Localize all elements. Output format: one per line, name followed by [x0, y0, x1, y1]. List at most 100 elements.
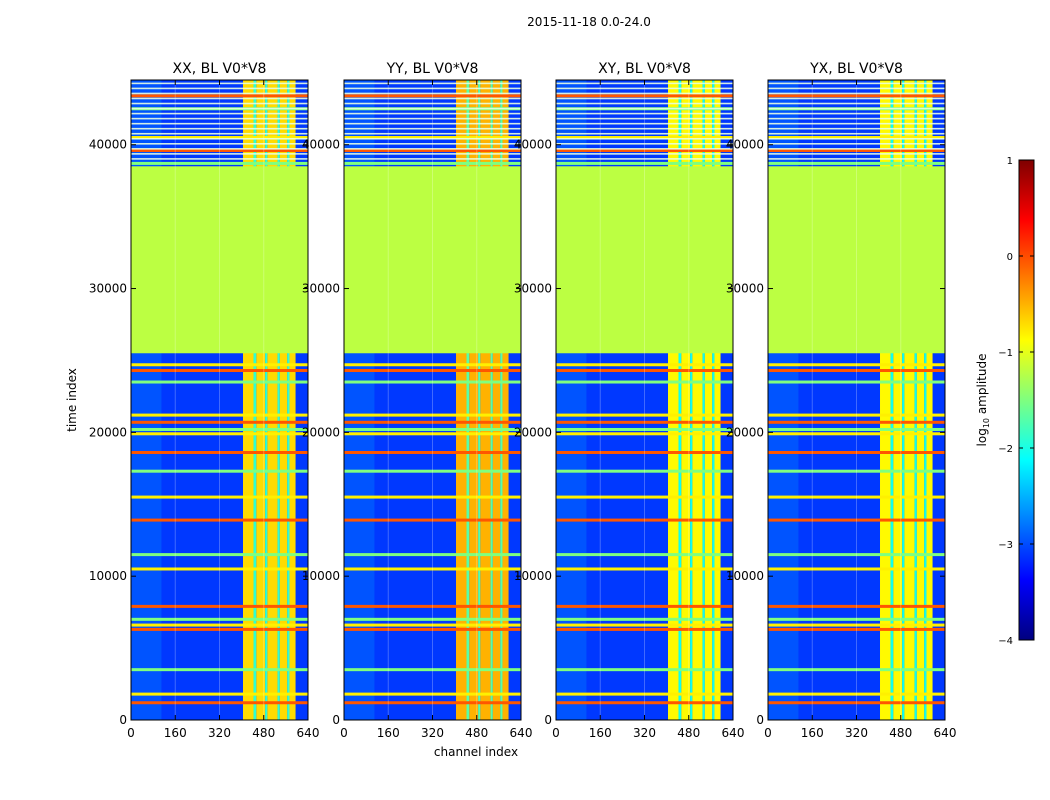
rfi-line [768, 604, 945, 608]
rfi-line [344, 692, 521, 696]
band-stripe [478, 80, 481, 720]
x-tick-label: 640 [934, 726, 957, 740]
x-tick-label: 0 [764, 726, 772, 740]
rfi-line [131, 623, 308, 627]
rfi-line [768, 495, 945, 499]
band-stripe [681, 80, 691, 720]
flag-line [131, 143, 308, 145]
rfi-line [556, 369, 733, 373]
flag-line [768, 107, 945, 110]
rfi-line [768, 161, 945, 165]
rfi-line [131, 668, 308, 672]
rfi-line [131, 495, 308, 499]
rfi-line [768, 692, 945, 696]
flag-line [768, 92, 945, 95]
y-tick-label: 20000 [514, 425, 552, 439]
rfi-line [344, 148, 521, 152]
x-tick-label: 0 [552, 726, 560, 740]
flag-line [768, 87, 945, 90]
flag-line [768, 158, 945, 160]
rfi-line [768, 432, 945, 436]
rfi-line [556, 450, 733, 454]
band-stripe [279, 80, 288, 720]
flag-line [556, 143, 733, 145]
colorbar-tick-label: 1 [1007, 156, 1013, 167]
flagged-block [344, 166, 521, 354]
rfi-line [768, 450, 945, 454]
rfi-line [768, 369, 945, 373]
rfi-line [768, 518, 945, 522]
flag-line [768, 127, 945, 130]
flag-line [556, 92, 733, 95]
rfi-line [768, 427, 945, 431]
rfi-line [556, 136, 733, 140]
flag-line [556, 122, 733, 125]
x-tick-label: 640 [297, 726, 320, 740]
band-stripe [253, 80, 257, 720]
rfi-line [556, 363, 733, 367]
flag-line [768, 132, 945, 135]
rfi-line [131, 420, 308, 424]
rfi-line [344, 136, 521, 140]
rfi-line [344, 617, 521, 621]
x-tick-label: 320 [845, 726, 868, 740]
panel-title: XY, BL V0*V8 [598, 61, 691, 77]
x-tick-label: 0 [340, 726, 348, 740]
rfi-line [344, 380, 521, 384]
rfi-line [556, 469, 733, 473]
band-stripe [469, 80, 479, 720]
y-tick-label: 20000 [726, 425, 764, 439]
rfi-line [131, 627, 308, 631]
heatmap-image [131, 80, 308, 720]
y-tick-label: 30000 [302, 282, 340, 296]
band-stripe [692, 80, 703, 720]
x-tick-label: 320 [421, 726, 444, 740]
y-tick-label: 10000 [302, 569, 340, 583]
rfi-line [768, 380, 945, 384]
rfi-line [344, 567, 521, 571]
flag-line [131, 102, 308, 105]
y-tick-label: 30000 [514, 282, 552, 296]
rfi-line [344, 469, 521, 473]
flag-line [768, 117, 945, 120]
band-stripe [916, 80, 925, 720]
rfi-line [344, 450, 521, 454]
rfi-line [344, 161, 521, 165]
flag-line [131, 117, 308, 120]
colorbar-tick-label: −1 [998, 348, 1013, 359]
band-stripe [893, 80, 903, 720]
flag-line [768, 143, 945, 145]
heatmap-panels: XX, BL V0*V8 0 160 320 480 640 0 10000 20000 3000… [89, 61, 957, 740]
x-axis-label: channel index [434, 745, 518, 759]
y-axis-label: time index [65, 368, 79, 432]
rfi-line [768, 136, 945, 140]
flag-line [131, 92, 308, 95]
heatmap-image [556, 80, 733, 720]
rfi-line [768, 363, 945, 367]
band-stripe [480, 80, 491, 720]
rfi-line [344, 369, 521, 373]
flag-line [556, 153, 733, 155]
rfi-line [131, 432, 308, 436]
flag-line [556, 87, 733, 90]
band-stripe [502, 80, 509, 720]
x-tick-label: 480 [465, 726, 488, 740]
colorbar-tick-label: −2 [998, 444, 1013, 455]
rfi-line [131, 469, 308, 473]
band-stripe [456, 80, 467, 720]
rfi-line [556, 413, 733, 417]
x-tick-label: 160 [377, 726, 400, 740]
rfi-line [556, 432, 733, 436]
x-tick-label: 640 [722, 726, 745, 740]
rfi-line [344, 701, 521, 705]
flag-line [344, 92, 521, 95]
rfi-line [131, 369, 308, 373]
y-tick-label: 10000 [89, 569, 127, 583]
rfi-line [556, 617, 733, 621]
flag-line [556, 158, 733, 160]
rfi-line [131, 567, 308, 571]
flag-line [768, 102, 945, 105]
rfi-line [131, 148, 308, 152]
rfi-line [768, 553, 945, 557]
band-stripe [904, 80, 915, 720]
